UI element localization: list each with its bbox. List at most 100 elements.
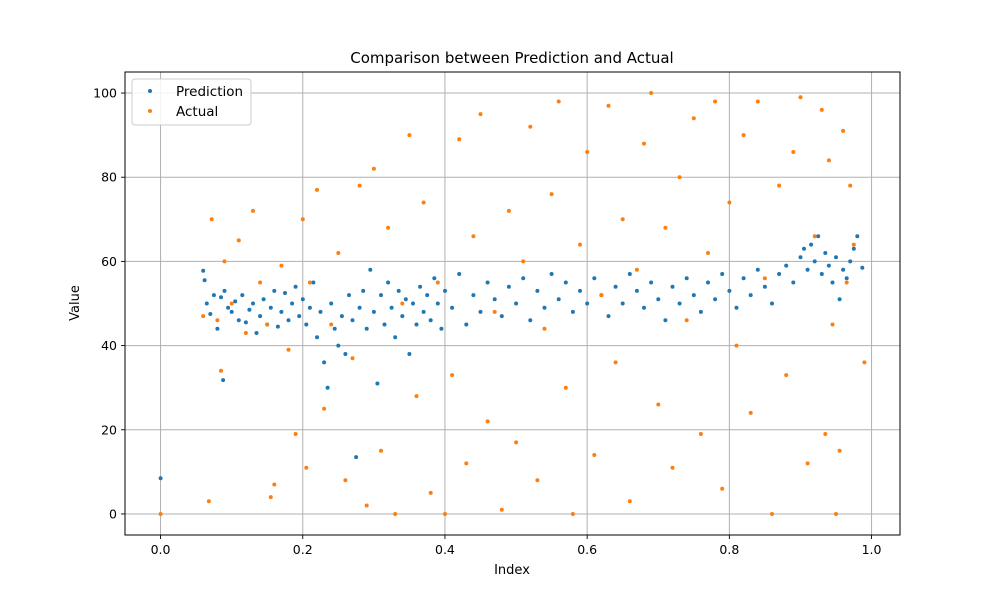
y-tick-label: 60 (101, 254, 117, 269)
point-actual (219, 368, 223, 373)
y-tick-label: 40 (101, 338, 117, 353)
point-prediction (158, 476, 163, 481)
point-prediction (421, 309, 426, 314)
point-actual (823, 432, 828, 436)
point-actual (837, 448, 842, 453)
point-prediction (809, 242, 814, 247)
point-actual (435, 280, 440, 285)
point-actual (464, 461, 469, 466)
point-prediction (855, 234, 860, 239)
y-tick-label: 80 (101, 170, 117, 185)
point-actual (386, 225, 391, 230)
point-prediction (375, 381, 380, 386)
point-actual (805, 461, 810, 466)
point-prediction (755, 267, 760, 272)
point-prediction (528, 318, 533, 323)
point-prediction (556, 297, 561, 302)
legend-marker-actual (148, 109, 152, 113)
point-prediction (279, 309, 284, 314)
point-actual (656, 402, 661, 407)
point-prediction (361, 288, 366, 293)
point-actual (322, 406, 327, 411)
point-prediction (261, 297, 266, 302)
point-prediction (315, 335, 319, 340)
point-actual (279, 263, 284, 268)
point-actual (492, 309, 497, 314)
x-tick-label: 0.4 (435, 542, 455, 557)
point-prediction (386, 280, 391, 285)
point-prediction (443, 288, 447, 293)
point-prediction (240, 293, 245, 298)
point-prediction (620, 301, 625, 306)
point-actual (414, 394, 419, 399)
point-prediction (691, 293, 696, 298)
point-actual (158, 512, 163, 516)
point-actual (206, 499, 211, 504)
point-prediction (432, 276, 437, 281)
point-actual (684, 318, 689, 323)
point-actual (343, 478, 348, 483)
point-prediction (514, 301, 519, 306)
point-prediction (471, 293, 476, 298)
point-actual (209, 217, 214, 222)
point-actual (258, 280, 263, 285)
y-tick-label: 20 (101, 422, 117, 437)
point-prediction (784, 263, 789, 268)
point-prediction (208, 312, 213, 316)
point-actual (599, 293, 604, 298)
point-actual (578, 242, 582, 247)
point-actual (812, 234, 817, 239)
point-actual (642, 141, 646, 146)
x-axis-title: Index (494, 563, 530, 578)
point-prediction (219, 295, 223, 300)
point-prediction (844, 276, 849, 281)
point-prediction (649, 280, 654, 285)
point-prediction (642, 305, 646, 310)
point-prediction (457, 272, 462, 276)
point-actual (222, 259, 227, 264)
point-actual (307, 280, 312, 285)
point-actual (229, 301, 234, 306)
point-prediction (428, 318, 433, 323)
point-actual (784, 373, 789, 378)
point-prediction (684, 276, 689, 281)
point-actual (393, 512, 398, 516)
point-prediction (222, 288, 227, 293)
point-prediction (258, 314, 263, 319)
point-prediction (286, 318, 291, 323)
point-actual (450, 373, 455, 378)
point-actual (400, 301, 405, 306)
point-actual (670, 465, 675, 470)
point-prediction (570, 309, 575, 314)
x-tick-label: 0.8 (719, 542, 739, 557)
axis-ticks: 0.0 0.2 0.4 0.6 0.8 1.0 0 20 40 60 80 100 (93, 86, 881, 557)
point-prediction (435, 301, 440, 306)
point-actual (407, 133, 412, 138)
point-actual (371, 166, 376, 171)
point-prediction (233, 299, 238, 304)
point-prediction (332, 326, 337, 331)
point-prediction (393, 335, 398, 340)
point-prediction (521, 276, 526, 281)
point-actual (499, 507, 504, 512)
point-prediction (382, 322, 387, 327)
point-actual (620, 217, 625, 222)
point-actual (542, 326, 547, 331)
point-actual (243, 331, 248, 335)
series-prediction (158, 234, 865, 481)
point-actual (848, 183, 853, 188)
point-actual (841, 128, 846, 133)
point-prediction (414, 322, 419, 327)
point-prediction (634, 288, 639, 293)
point-prediction (403, 297, 408, 302)
point-actual (677, 175, 682, 180)
point-prediction (226, 305, 231, 310)
point-actual (478, 112, 483, 117)
point-prediction (236, 318, 241, 323)
point-prediction (204, 301, 209, 306)
point-actual (506, 208, 511, 213)
point-prediction (251, 301, 255, 306)
point-prediction (450, 305, 455, 310)
point-prediction (368, 267, 373, 272)
point-prediction (535, 288, 540, 293)
